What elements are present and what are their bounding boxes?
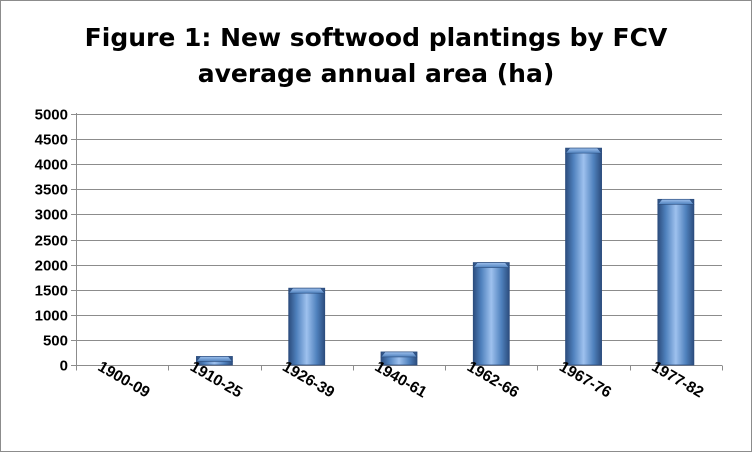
bar-1962-66 — [472, 262, 510, 366]
y-tick-label: 2000 — [35, 258, 68, 275]
grid-lines — [76, 114, 722, 341]
y-tick-label: 3500 — [35, 182, 68, 199]
y-tick-label: 500 — [43, 333, 68, 350]
y-tick-label: 2500 — [35, 233, 68, 250]
y-tick-label: 0 — [60, 358, 68, 375]
axes — [71, 113, 723, 371]
bar-body — [288, 287, 326, 366]
x-tick-label: 1900-09 — [95, 358, 153, 401]
bar-cap — [564, 147, 603, 154]
bar-cap — [657, 199, 695, 205]
y-tick-label: 3000 — [35, 207, 68, 224]
bar-cap — [472, 262, 510, 268]
bar-1977-82 — [657, 198, 695, 366]
bar-cap — [380, 351, 418, 358]
y-tick-label: 5000 — [35, 107, 68, 124]
y-tick-label: 4500 — [35, 132, 68, 149]
chart-title: Figure 1: New softwood plantings by FCV … — [0, 20, 752, 92]
bar-1940-61 — [380, 351, 418, 366]
bar-body — [472, 262, 510, 366]
bar-1910-25 — [195, 356, 234, 366]
bar-body — [657, 198, 695, 366]
bar-cap — [288, 287, 326, 294]
bar-1967-76 — [564, 147, 603, 366]
y-tick-label: 4000 — [35, 157, 68, 174]
bar-body — [565, 147, 602, 366]
y-tick-labels: 0 500 1000 1500 2000 2500 3000 3500 4000 4500 5000 — [35, 107, 68, 375]
chart-title-line-1: Figure 1: New softwood plantings by FCV — [84, 23, 668, 52]
chart-title-line-2: average annual area (ha) — [197, 59, 555, 88]
bar-cap — [195, 356, 234, 362]
y-tick-label: 1000 — [35, 308, 68, 325]
bars — [195, 147, 695, 366]
y-tick-label: 1500 — [35, 283, 68, 300]
bar-1926-39 — [288, 287, 326, 366]
